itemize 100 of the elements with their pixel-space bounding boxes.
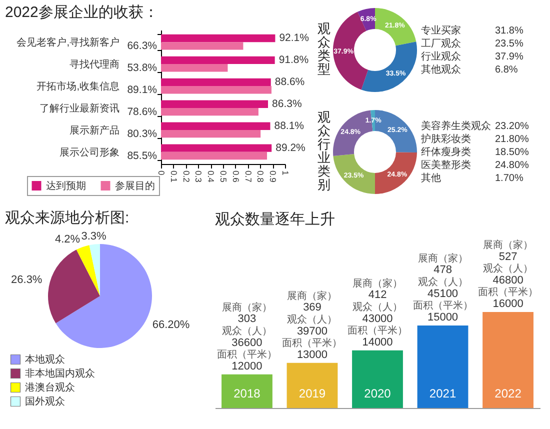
y-tick-label: 会见老客户,寻找新客户	[16, 36, 120, 49]
annotation: 369	[303, 302, 322, 314]
text: 16000	[492, 298, 524, 310]
donut-slice	[361, 42, 417, 92]
legend-label: 本地观众	[25, 354, 65, 366]
text: 18.50%	[495, 147, 530, 158]
annotation: 观众（人）	[287, 313, 338, 326]
text: 工厂观众	[421, 38, 461, 50]
data-label: 4.2%	[54, 233, 80, 246]
data-label: 89.1%	[127, 84, 157, 96]
annotation: 43000	[362, 312, 393, 325]
x-tick-label: 0.2	[181, 170, 192, 183]
text: 37.9%	[495, 52, 524, 62]
x-tick-label: 2019	[298, 386, 326, 400]
text: 其他	[421, 172, 441, 184]
text: 护肤彩妆类	[420, 133, 471, 145]
text: 21.80%	[495, 134, 530, 145]
text: 行业观众	[421, 50, 461, 62]
text: 23.5%	[495, 38, 524, 50]
data-label: 85.5%	[127, 150, 157, 162]
annotation: 12000	[232, 360, 262, 372]
text: 31.8%	[495, 26, 524, 36]
annotation: 观众（人）	[222, 325, 272, 337]
text: 纤体瘦身类	[421, 146, 471, 158]
text: 其他观众	[421, 64, 461, 76]
data-label: 88.1%	[274, 120, 304, 132]
text: 展商（家）	[287, 290, 338, 302]
text: 24.80%	[495, 160, 530, 171]
x-tick-label: 2021	[429, 386, 456, 400]
bar	[286, 362, 338, 408]
data-label: 78.6%	[127, 106, 157, 118]
bar	[161, 42, 244, 50]
bar	[222, 374, 272, 408]
text: 医美整形类	[421, 159, 471, 171]
text: 观众（人）	[483, 262, 534, 275]
bar	[161, 86, 272, 94]
bar	[161, 130, 261, 138]
x-tick-label: 2022	[494, 386, 522, 400]
chart-title: 2022参展企业的收获：	[5, 4, 158, 21]
bar	[161, 34, 276, 42]
donut-slice	[375, 8, 416, 46]
bar	[161, 64, 228, 72]
text: 面积（平米）	[412, 300, 473, 312]
legend-label: 非本地国内观众	[25, 368, 95, 380]
data-label: 66.3%	[127, 40, 157, 52]
text: 478	[434, 264, 452, 276]
legend-label: 参展目的	[115, 180, 155, 192]
bar	[161, 78, 271, 86]
annotation: 面积（平米）	[282, 337, 342, 350]
x-tick-label: 0.1	[168, 170, 179, 183]
annotation: 39700	[296, 325, 328, 338]
bar	[161, 100, 268, 108]
data-label: 86.3%	[272, 98, 302, 110]
y-tick-label: 开拓市场,收集信息	[36, 80, 120, 93]
bar	[161, 144, 272, 152]
text: 46800	[492, 274, 524, 286]
bar	[161, 108, 258, 116]
data-label: 53.8%	[127, 62, 157, 74]
annotation: 观众（人）	[352, 301, 402, 313]
text: 412	[368, 289, 387, 302]
y-tick-label: 寻找代理商	[70, 58, 120, 71]
data-label: 92.1%	[279, 32, 309, 44]
annotation: 36600	[232, 336, 262, 349]
data-label: 66.20%	[152, 319, 190, 332]
legend-label: 达到预期	[46, 180, 86, 192]
text: 观众类型	[318, 21, 330, 76]
x-tick-label: 0.6	[230, 170, 241, 183]
pie-slice	[48, 250, 100, 324]
x-tick-label: 0.7	[243, 170, 254, 183]
data-label: 3.3%	[81, 230, 107, 242]
bar	[417, 325, 468, 408]
text: 观众行业类别	[318, 110, 330, 192]
text: 展商（家）	[418, 252, 468, 264]
donut-slice	[375, 152, 417, 194]
y-tick-label: 了解行业最新资讯	[40, 102, 120, 114]
text: 面积（平米）	[478, 286, 538, 298]
text: 1.70%	[495, 173, 524, 184]
x-tick-label: 0	[156, 170, 166, 176]
y-tick-label: 展示公司形象	[60, 146, 120, 158]
x-tick-label: 0.8	[256, 170, 266, 183]
text: 23.20%	[495, 121, 530, 132]
x-tick-label: 2020	[364, 386, 392, 400]
pie-slice	[89, 244, 100, 296]
text: 展商（家）	[352, 277, 402, 290]
annotation: 展商（家）	[222, 301, 272, 314]
legend-label: 港澳台观众	[25, 382, 75, 394]
text: 专业买家	[421, 24, 461, 36]
x-tick-label: 0.3	[194, 170, 204, 183]
legend-label: 国外观众	[25, 396, 65, 408]
annotation: 14000	[362, 336, 393, 348]
annotation: 13000	[296, 348, 328, 361]
text: 45100	[427, 288, 458, 300]
x-tick-label: 2018	[234, 386, 261, 400]
bar	[161, 152, 268, 160]
chart-title: 观众来源地分析图:	[5, 209, 130, 226]
x-tick-label: 0.5	[218, 170, 228, 183]
x-tick-label: 0.4	[206, 170, 216, 183]
data-label: 91.8%	[278, 54, 309, 66]
data-label: 89.2%	[276, 142, 306, 154]
text: 展商（家）	[483, 239, 534, 251]
